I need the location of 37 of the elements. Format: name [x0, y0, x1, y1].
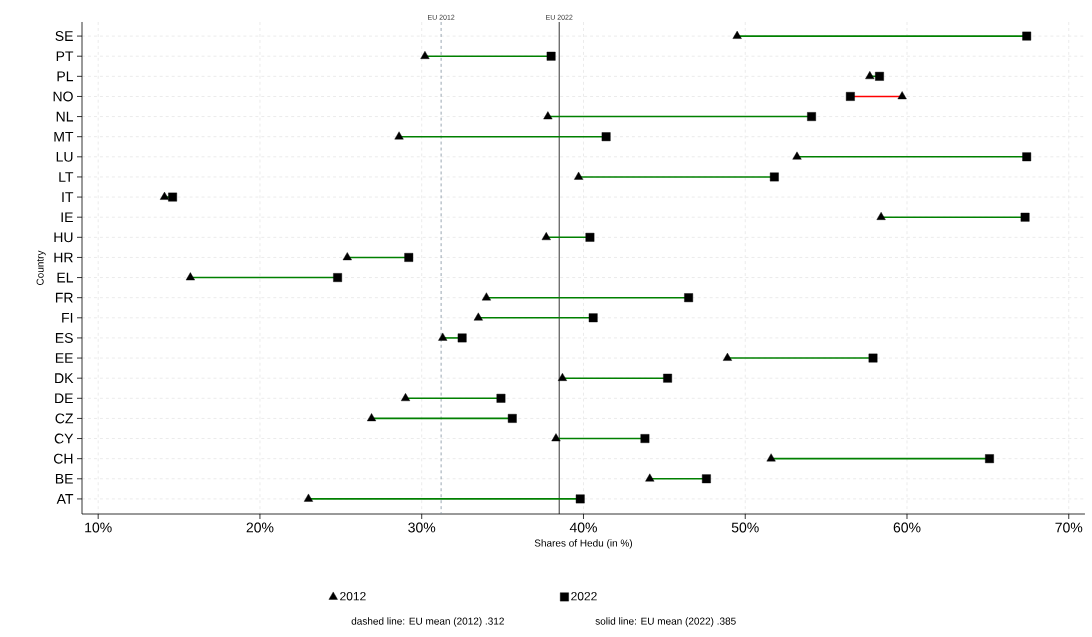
- x-tick-label: 30%: [408, 522, 436, 533]
- y-tick-label: PT: [56, 51, 74, 62]
- y-tick-label: CY: [54, 433, 74, 444]
- y-tick-label: EE: [55, 353, 73, 363]
- y-tick-label: CH: [53, 453, 73, 464]
- x-tick-label: 10%: [85, 522, 112, 533]
- y-tick-label: LT: [59, 172, 74, 182]
- y-tick-label: FI: [62, 313, 73, 323]
- y-tick-label: IT: [62, 192, 74, 202]
- y-tick-label: IE: [61, 212, 73, 223]
- legend-label: 2012: [340, 591, 366, 601]
- text: dashed line: EU mean (2012) .312: [351, 617, 504, 627]
- y-tick-label: FR: [55, 292, 73, 303]
- x-tick-label: 50%: [731, 522, 759, 533]
- y-tick-label: LU: [56, 151, 73, 162]
- y-tick-label: MT: [54, 131, 74, 142]
- x-tick-label: 70%: [1055, 522, 1083, 533]
- y-tick-label: CZ: [55, 413, 74, 424]
- y-tick-label: DE: [55, 393, 73, 404]
- text: solid line: EU mean (2022) .385: [595, 617, 736, 627]
- y-tick-label: NL: [56, 111, 74, 122]
- y-tick-label: BE: [55, 473, 73, 484]
- y-tick-label: SE: [55, 31, 73, 42]
- x-tick-label: 20%: [246, 522, 274, 533]
- y-tick-label: HR: [54, 252, 73, 263]
- y-tick-label: ES: [55, 332, 73, 343]
- y-tick-label: HU: [54, 232, 73, 243]
- y-tick-label: DK: [55, 373, 74, 383]
- x-tick-label: 60%: [893, 522, 921, 533]
- x-axis-title: Shares of Hedu (in %): [534, 539, 633, 549]
- y-tick-label: NO: [53, 91, 73, 102]
- y-tick-label: AT: [56, 494, 74, 504]
- y-tick-label: EL: [57, 272, 74, 283]
- y-axis-title: Country: [36, 250, 46, 285]
- y-tick-label: PL: [57, 71, 74, 82]
- x-tick-label: 40%: [569, 522, 597, 533]
- legend-label: 2022: [571, 591, 597, 601]
